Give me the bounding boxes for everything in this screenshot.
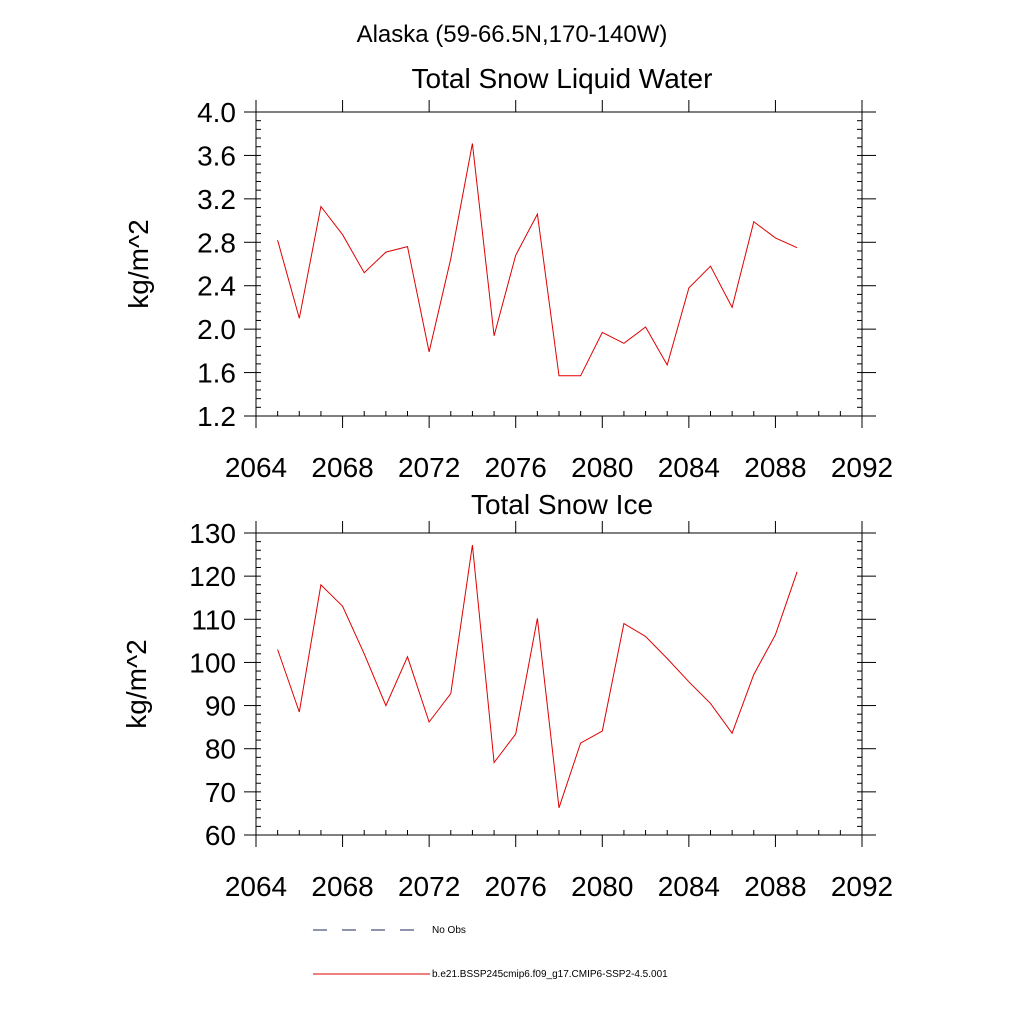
y-tick-label: 60 [205, 820, 236, 851]
x-tick-label: 2076 [485, 871, 547, 902]
y-axis-label: kg/m^2 [123, 219, 154, 308]
series-line [277, 545, 798, 808]
y-tick-label: 2.8 [197, 227, 236, 258]
figure-title: Alaska (59-66.5N,170-140W) [357, 21, 668, 48]
y-tick-label: 130 [189, 518, 236, 549]
y-tick-label: 2.4 [197, 271, 236, 302]
x-tick-label: 2064 [225, 452, 287, 483]
x-tick-label: 2088 [744, 871, 806, 902]
y-tick-label: 2.0 [197, 314, 236, 345]
y-tick-label: 4.0 [197, 97, 236, 128]
x-tick-label: 2068 [311, 871, 373, 902]
x-tick-label: 2080 [571, 452, 633, 483]
x-tick-label: 2084 [658, 871, 720, 902]
y-tick-label: 70 [205, 777, 236, 808]
y-tick-label: 90 [205, 691, 236, 722]
y-tick-label: 120 [189, 561, 236, 592]
plot-frame [255, 111, 863, 417]
x-tick-label: 2080 [571, 871, 633, 902]
y-tick-label: 1.2 [197, 401, 236, 432]
x-tick-label: 2072 [398, 452, 460, 483]
chart-title: Total Snow Ice [471, 489, 653, 520]
x-tick-label: 2088 [744, 452, 806, 483]
y-tick-label: 3.6 [197, 140, 236, 171]
y-tick-label: 3.2 [197, 184, 236, 215]
y-axis-label: kg/m^2 [121, 639, 152, 728]
x-tick-label: 2064 [225, 871, 287, 902]
y-tick-label: 110 [191, 604, 236, 635]
x-tick-label: 2092 [831, 871, 893, 902]
legend-label-model: b.e21.BSSP245cmip6.f09_g17.CMIP6-SSP2-4.… [432, 969, 668, 980]
x-tick-label: 2076 [485, 452, 547, 483]
panel-snow-ice: Total Snow Ice kg/m^2 2064 2068 2072 2076 2080… [121, 489, 893, 902]
legend: No Obs b.e21.BSSP245cmip6.f09_g17.CMIP6-… [313, 925, 668, 980]
x-tick-label: 2084 [658, 452, 720, 483]
x-tick-label: 2092 [831, 452, 893, 483]
plot-frame [255, 532, 863, 836]
y-tick-label: 80 [205, 734, 236, 765]
x-tick-label: 2072 [398, 871, 460, 902]
panel-snow-liquid-water: Total Snow Liquid Water kg/m^2 2064 2068 207… [123, 63, 893, 483]
x-tick-label: 2068 [311, 452, 373, 483]
legend-label-no-obs: No Obs [432, 925, 466, 936]
series-line [277, 143, 798, 377]
y-tick-label: 1.6 [197, 358, 236, 389]
chart-title: Total Snow Liquid Water [412, 63, 713, 94]
y-tick-label: 100 [189, 647, 236, 678]
